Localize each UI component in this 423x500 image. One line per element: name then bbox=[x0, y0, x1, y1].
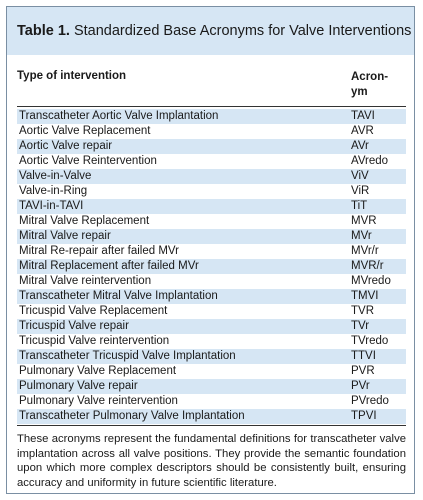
table-cell: TTVI bbox=[351, 350, 376, 362]
table-cell: Valve-in-Ring bbox=[19, 185, 88, 197]
table-cell: Transcatheter Aortic Valve Implantation bbox=[19, 110, 219, 122]
table-row: Mitral Replacement after failed MVr MVR/r bbox=[17, 259, 406, 274]
rule bbox=[17, 106, 406, 107]
table-row: Tricuspid Valve repair TVr bbox=[17, 319, 406, 334]
table-cell: ViR bbox=[351, 185, 370, 197]
table-row: Transcatheter Pulmonary Valve Implantati… bbox=[17, 409, 406, 424]
table-cell: Aortic Valve repair bbox=[19, 140, 113, 152]
table-row: Mitral Valve repair MVr bbox=[17, 229, 406, 244]
table-row: Aortic Valve repair AVr bbox=[17, 139, 406, 154]
table-row: Tricuspid Valve reintervention TVredo bbox=[17, 334, 406, 349]
table-cell: TiT bbox=[351, 200, 368, 212]
table-cell: PVR bbox=[351, 365, 375, 377]
table-row: Transcatheter Tricuspid Valve Implantati… bbox=[17, 349, 406, 364]
table-cell: TVredo bbox=[351, 335, 389, 347]
table-cell: AVr bbox=[351, 140, 369, 152]
table-cell: Valve-in-Valve bbox=[19, 170, 92, 182]
table-cell: PVr bbox=[351, 380, 370, 392]
table-cell: Tricuspid Valve repair bbox=[19, 320, 129, 332]
table-cell: Mitral Replacement after failed MVr bbox=[19, 260, 199, 272]
footnote: These acronyms represent the fundamental… bbox=[17, 433, 406, 489]
table-title: Table 1. Standardized Base Acronyms for … bbox=[7, 7, 414, 55]
table-row: Tricuspid Valve Replacement TVR bbox=[17, 304, 406, 319]
table-cell: Mitral Re-repair after failed MVr bbox=[19, 245, 179, 257]
table-frame: Table 1. Standardized Base Acronyms for … bbox=[6, 6, 415, 494]
table-cell: Pulmonary Valve repair bbox=[19, 380, 138, 392]
table-cell: Transcatheter Tricuspid Valve Implantati… bbox=[19, 350, 236, 362]
title-text: Standardized Base Acronyms for Valve Int… bbox=[73, 23, 412, 39]
table-cell: PVredo bbox=[351, 395, 389, 407]
table-row: Transcatheter Mitral Valve Implantation T… bbox=[17, 289, 406, 304]
table-cell: Mitral Valve repair bbox=[19, 230, 111, 242]
table-cell: Aortic Valve Replacement bbox=[19, 125, 151, 137]
table-row: TAVI-in-TAVI TiT bbox=[17, 199, 406, 214]
table-cell: TVr bbox=[351, 320, 370, 332]
table-cell: Tricuspid Valve Replacement bbox=[19, 305, 168, 317]
table-cell: Tricuspid Valve reintervention bbox=[19, 335, 170, 347]
table-cell: AVR bbox=[351, 125, 374, 137]
table-cell: ViV bbox=[351, 170, 369, 182]
table-cell: Transcatheter Mitral Valve Implantation bbox=[19, 290, 218, 302]
header-cell: Acron-ym bbox=[351, 71, 389, 98]
table-cell: TAVI-in-TAVI bbox=[19, 200, 84, 212]
table-cell: Aortic Valve Reintervention bbox=[19, 155, 157, 167]
table-row: Pulmonary Valve Replacement PVR bbox=[17, 364, 406, 379]
header-cell: Type of intervention bbox=[17, 70, 127, 82]
table-cell: Mitral Valve reintervention bbox=[19, 275, 152, 287]
table-cell: Transcatheter Pulmonary Valve Implantati… bbox=[19, 410, 245, 422]
table-cell: MVR bbox=[351, 215, 377, 227]
table-row: Valve-in-Valve ViV bbox=[17, 169, 406, 184]
table-cell: TPVI bbox=[351, 410, 377, 422]
title-label: Table 1. bbox=[17, 23, 70, 39]
table-body: Transcatheter Aortic Valve Implantation T… bbox=[17, 109, 406, 424]
table-header: Type of intervention Acron-ym bbox=[17, 67, 406, 107]
table-row: Mitral Valve reintervention MVredo bbox=[17, 274, 406, 289]
table-cell: MVR/r bbox=[351, 260, 384, 272]
table-row: Aortic Valve Replacement AVR bbox=[17, 124, 406, 139]
table-row: Valve-in-Ring ViR bbox=[17, 184, 406, 199]
table-cell: MVr bbox=[351, 230, 372, 242]
table-cell: Pulmonary Valve Replacement bbox=[19, 365, 177, 377]
table-cell: TMVI bbox=[351, 290, 379, 302]
table-cell: Pulmonary Valve reintervention bbox=[19, 395, 178, 407]
table-row: Mitral Re-repair after failed MVr MVr/r bbox=[17, 244, 406, 259]
table-cell: AVredo bbox=[351, 155, 389, 167]
table-row: Pulmonary Valve reintervention PVredo bbox=[17, 394, 406, 409]
table-row: Pulmonary Valve repair PVr bbox=[17, 379, 406, 394]
table-row: Transcatheter Aortic Valve Implantation T… bbox=[17, 109, 406, 124]
table-cell: TVR bbox=[351, 305, 374, 317]
table-row: Aortic Valve Reintervention AVredo bbox=[17, 154, 406, 169]
table-row: Mitral Valve Replacement MVR bbox=[17, 214, 406, 229]
rule bbox=[17, 425, 406, 426]
table-cell: MVredo bbox=[351, 275, 391, 287]
table-cell: Mitral Valve Replacement bbox=[19, 215, 150, 227]
table-cell: TAVI bbox=[351, 110, 375, 122]
table-cell: MVr/r bbox=[351, 245, 379, 257]
